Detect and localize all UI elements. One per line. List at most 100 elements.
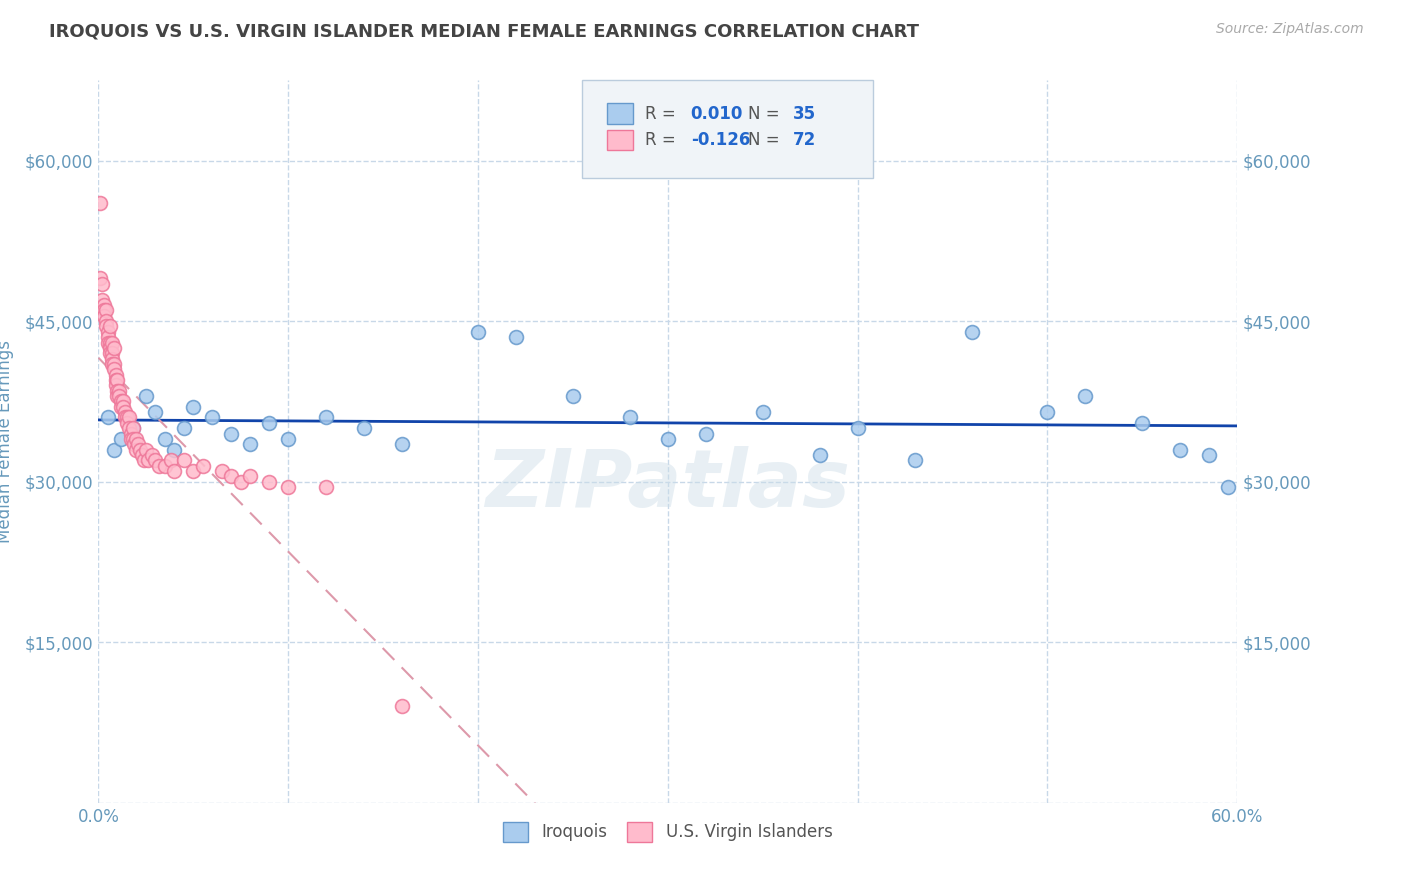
Point	[110, 400, 132, 414]
Text: 72: 72	[793, 131, 817, 149]
Point	[98, 346, 121, 360]
FancyBboxPatch shape	[582, 80, 873, 178]
Point	[752, 405, 775, 419]
Legend: Iroquois, U.S. Virgin Islanders: Iroquois, U.S. Virgin Islanders	[496, 815, 839, 848]
Point	[211, 464, 233, 478]
Point	[94, 314, 117, 328]
Point	[353, 421, 375, 435]
Point	[110, 432, 132, 446]
Point	[108, 389, 131, 403]
Point	[94, 303, 117, 318]
Point	[125, 432, 148, 446]
Point	[129, 442, 152, 457]
Point	[118, 421, 141, 435]
Point	[110, 394, 132, 409]
Point	[104, 368, 127, 382]
Point	[100, 346, 122, 360]
Point	[259, 475, 281, 489]
Point	[103, 341, 125, 355]
Point	[163, 464, 186, 478]
Point	[114, 405, 136, 419]
Point	[114, 410, 136, 425]
Point	[221, 469, 243, 483]
Point	[1132, 416, 1154, 430]
Point	[107, 384, 129, 398]
Point	[121, 432, 143, 446]
Point	[98, 319, 121, 334]
FancyBboxPatch shape	[607, 130, 633, 151]
Point	[107, 389, 129, 403]
Point	[115, 410, 138, 425]
Point	[1170, 442, 1192, 457]
Point	[93, 309, 115, 323]
Point	[135, 442, 157, 457]
Point	[173, 453, 195, 467]
Point	[125, 442, 148, 457]
Point	[120, 432, 142, 446]
Point	[562, 389, 585, 403]
Text: N =: N =	[748, 131, 785, 149]
Point	[91, 293, 114, 307]
Point	[277, 432, 299, 446]
Point	[103, 442, 125, 457]
Point	[153, 458, 176, 473]
Point	[904, 453, 927, 467]
Point	[846, 421, 869, 435]
Point	[112, 394, 135, 409]
Point	[115, 416, 138, 430]
Point	[467, 325, 489, 339]
Point	[960, 325, 983, 339]
Point	[808, 448, 831, 462]
Point	[505, 330, 527, 344]
Point	[89, 271, 111, 285]
Point	[124, 437, 146, 451]
Point	[98, 341, 121, 355]
Point	[239, 437, 262, 451]
Point	[277, 480, 299, 494]
Text: R =: R =	[645, 104, 681, 122]
Y-axis label: Median Female Earnings: Median Female Earnings	[0, 340, 14, 543]
Text: 0.010: 0.010	[690, 104, 742, 122]
Point	[118, 410, 141, 425]
Point	[98, 335, 121, 350]
Point	[136, 453, 159, 467]
Text: R =: R =	[645, 131, 681, 149]
Text: -0.126: -0.126	[690, 131, 749, 149]
Point	[104, 378, 127, 392]
Point	[657, 432, 679, 446]
Point	[94, 319, 117, 334]
Point	[121, 421, 143, 435]
Point	[97, 335, 120, 350]
Point	[1036, 405, 1059, 419]
Point	[183, 400, 205, 414]
Point	[91, 277, 114, 291]
Point	[239, 469, 262, 483]
Point	[201, 410, 224, 425]
Point	[93, 303, 115, 318]
Point	[695, 426, 717, 441]
Point	[112, 400, 135, 414]
Point	[132, 453, 155, 467]
Point	[107, 373, 129, 387]
Point	[127, 437, 149, 451]
Point	[183, 464, 205, 478]
Point	[191, 458, 214, 473]
Point	[221, 426, 243, 441]
Text: Source: ZipAtlas.com: Source: ZipAtlas.com	[1216, 22, 1364, 37]
Point	[1074, 389, 1097, 403]
Point	[103, 362, 125, 376]
Point	[145, 405, 167, 419]
Text: N =: N =	[748, 104, 785, 122]
Text: IROQUOIS VS U.S. VIRGIN ISLANDER MEDIAN FEMALE EARNINGS CORRELATION CHART: IROQUOIS VS U.S. VIRGIN ISLANDER MEDIAN …	[49, 22, 920, 40]
Point	[145, 453, 167, 467]
Point	[103, 357, 125, 371]
Point	[89, 196, 111, 211]
Point	[153, 432, 176, 446]
Text: 35: 35	[793, 104, 817, 122]
Point	[391, 699, 413, 714]
FancyBboxPatch shape	[607, 103, 633, 124]
Point	[259, 416, 281, 430]
Point	[315, 480, 337, 494]
Point	[97, 410, 120, 425]
Point	[229, 475, 252, 489]
